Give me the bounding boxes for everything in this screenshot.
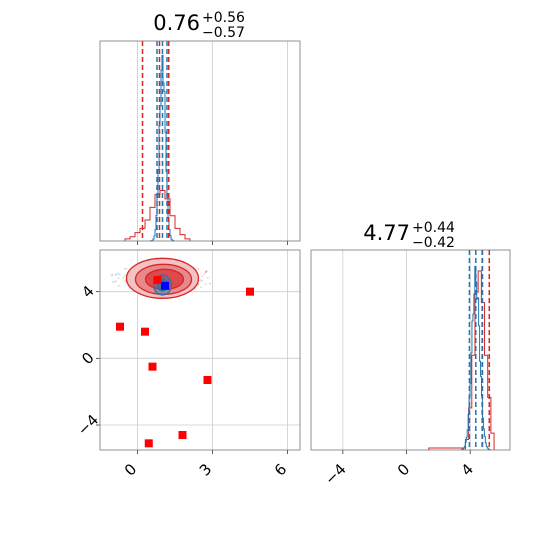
y-tick-label-param-1: 0 [78,349,97,368]
y-tick-label-param-1: −4 [74,411,102,439]
marker-red-square [246,287,254,296]
sample-point [113,280,116,283]
sample-point [197,268,200,270]
x-tick-label-param-0: 6 [271,460,290,479]
tick-labels: 0 3 6 4 0 −4 −4 0 4 [74,282,477,489]
sample-point [205,269,208,272]
sample-point [117,277,120,280]
sample-point [118,273,121,276]
marker-red-square [153,276,162,284]
panel-frame [99,40,301,242]
y-tick-label-param-1: 4 [78,282,97,301]
sample-point [115,280,118,283]
title-param-1-plus: +0.44 [412,220,455,236]
title-param-0-minus: −0.57 [202,25,245,41]
sample-point [206,276,209,279]
sample-point [199,279,202,282]
title-param-0: 0.76 [153,11,200,35]
panel-frame [99,249,301,451]
sample-point [203,272,206,275]
sample-point [117,272,120,275]
sample-point [115,273,118,276]
sample-point [204,271,207,273]
sample-point [201,280,204,282]
sample-point [124,274,126,277]
title-param-1-minus: −0.42 [412,235,455,251]
x-tick-label-param-1: 0 [394,460,413,479]
x-tick-label-param-0: 0 [121,460,140,479]
sample-point [111,281,114,284]
sample-point [205,270,208,273]
panel-frame [310,249,511,451]
histogram-param-1 [310,249,511,454]
marker-red-square [178,431,187,439]
sample-point [205,283,207,286]
scatter-content [110,257,254,448]
sample-point [125,267,128,270]
sample-point [204,271,207,273]
histogram-red-tail [428,447,466,450]
sample-point [124,268,126,270]
sample-point [201,275,204,278]
title-param-0-plus: +0.56 [202,10,245,26]
x-tick-label-param-1: −4 [321,460,349,488]
sample-point [114,273,117,276]
scatter-param-0-vs-1 [96,249,301,454]
x-tick-label-param-0: 3 [196,460,215,479]
histogram-blue [149,54,175,242]
sample-point [110,274,113,277]
marker-red-square [203,376,212,384]
marker-red-square [116,322,124,331]
sample-point [200,286,202,289]
sample-point [124,279,127,281]
marker-red-square [141,327,149,336]
x-tick-label-param-1: 4 [458,460,477,479]
sample-point [193,288,196,291]
marker-red-square [144,439,153,448]
sample-point [117,284,120,287]
sample-point [122,276,125,279]
sample-point [124,281,127,283]
sample-point [197,283,200,286]
marker-blue-square [161,281,169,290]
histogram-param-0 [99,40,301,245]
title-param-1: 4.77 [363,221,410,245]
sample-point [209,282,212,285]
marker-red-square [148,362,157,371]
sample-point [111,273,114,276]
